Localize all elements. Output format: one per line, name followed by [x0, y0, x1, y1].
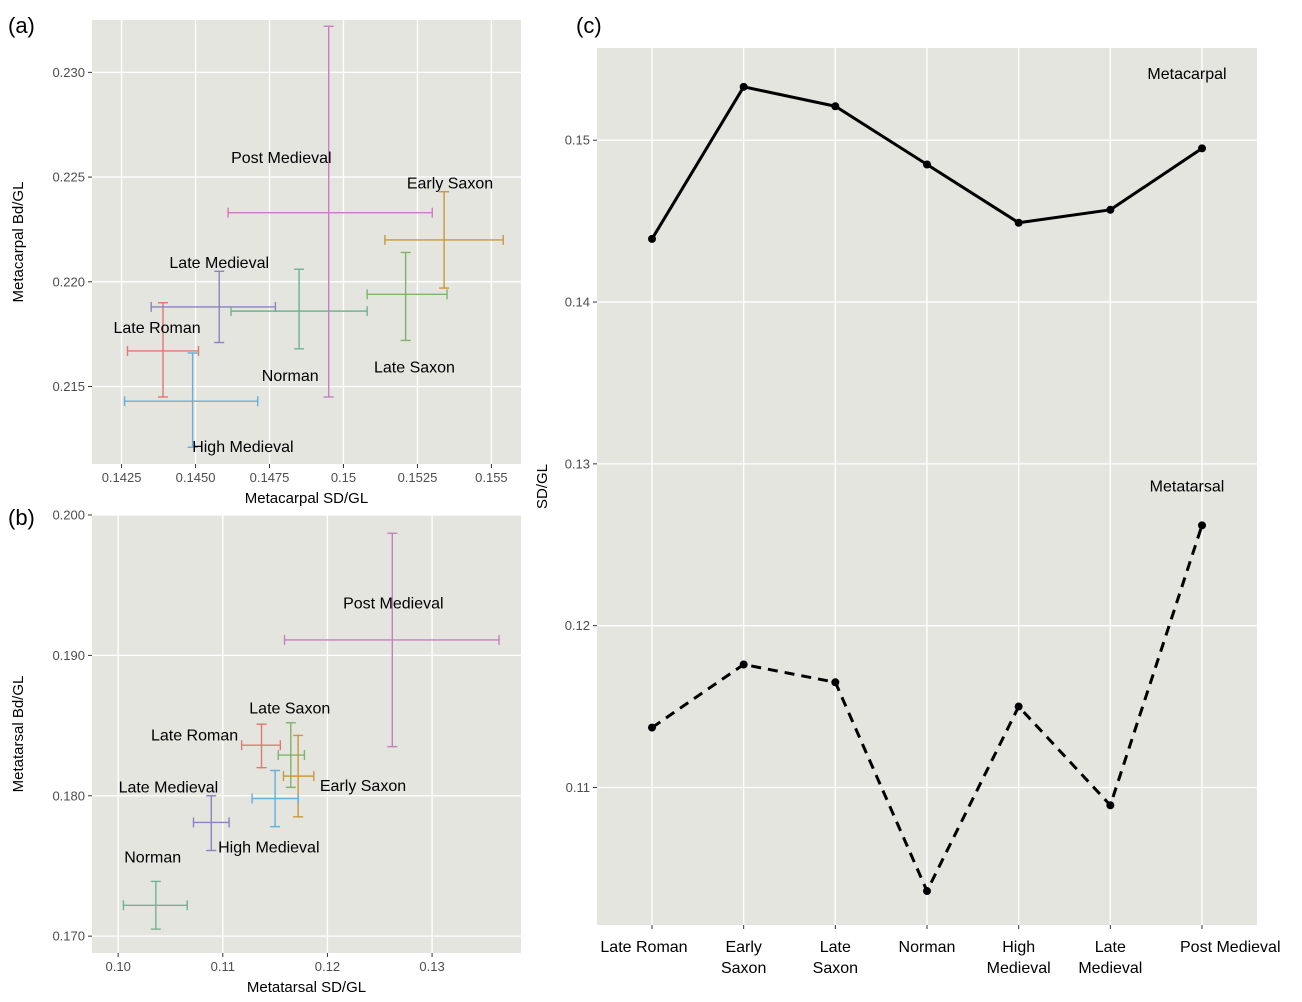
x-tick-label-early-saxon: Saxon — [721, 960, 766, 977]
y-tick-label: 0.170 — [52, 929, 85, 944]
errorbar-late-medieval — [192, 795, 230, 852]
x-tick-label-late-roman: Late Roman — [600, 939, 687, 956]
x-tick-label-high-medieval: Medieval — [987, 960, 1051, 977]
y-tick-label: 0.230 — [52, 65, 85, 80]
y-tick-label: 0.215 — [52, 379, 85, 394]
panel-a-tag: (a) — [8, 13, 35, 38]
panel-b-grid — [92, 514, 521, 953]
point-label-early-saxon: Early Saxon — [320, 778, 406, 795]
point-label-late-roman: Late Roman — [114, 320, 201, 337]
point-label-late-saxon: Late Saxon — [249, 701, 330, 718]
y-tick-label: 0.15 — [565, 133, 590, 148]
series-point-metatarsal — [1106, 801, 1115, 810]
series-point-metacarpal — [648, 234, 656, 243]
series-point-metatarsal — [923, 887, 931, 896]
panel-b-scatter: (b) Late Roman Late Saxon Early Saxon High … — [8, 505, 521, 996]
panel-a-marks: Late Roman High Medieval Late Medieval Norm… — [114, 25, 504, 456]
x-tick-label-norman: Norman — [899, 939, 956, 956]
errorbar-late-saxon — [366, 251, 448, 342]
panel-b-ticks: 0.10 0.11 0.12 0.13 0.170 0.180 0.190 0.200 — [52, 508, 444, 975]
panel-a-background — [92, 20, 521, 464]
point-label-post-medieval: Post Medieval — [343, 595, 444, 612]
y-tick-label: 0.13 — [565, 456, 590, 471]
series-point-metacarpal — [1106, 205, 1115, 214]
point-label-norman: Norman — [262, 368, 319, 385]
series-point-metatarsal — [831, 678, 840, 687]
x-tick-label-early-saxon: Early — [725, 939, 761, 956]
x-tick-label: 0.1525 — [398, 470, 438, 485]
point-label-late-medieval: Late Medieval — [119, 779, 219, 796]
point-label-late-roman: Late Roman — [151, 727, 238, 744]
point-label-high-medieval: High Medieval — [192, 439, 293, 456]
x-tick-label: 0.15 — [331, 470, 356, 485]
panel-a-ticks: 0.1425 0.1450 0.1475 0.15 0.1525 0.155 0.215 0.… — [52, 65, 507, 485]
panel-a-x-axis-label: Metacarpal SD/GL — [245, 490, 368, 507]
series-point-metatarsal — [1014, 702, 1023, 711]
panel-c-line-chart: (c) Metacarpal Metatarsal Late Roman Early… — [534, 13, 1281, 977]
y-tick-label: 0.190 — [52, 648, 85, 663]
series-point-metacarpal — [1014, 218, 1023, 227]
series-point-metatarsal — [739, 660, 748, 669]
panel-c-ticks: Late Roman Early Saxon Late Saxon Norman High M… — [565, 133, 1281, 977]
series-label-metacarpal: Metacarpal — [1147, 66, 1226, 83]
x-tick-label: 0.10 — [106, 959, 131, 974]
errorbar-early-saxon — [384, 191, 504, 289]
point-label-early-saxon: Early Saxon — [407, 175, 493, 192]
errorbar-late-roman — [126, 302, 200, 398]
errorbar-high-medieval — [123, 352, 259, 448]
x-tick-label-late-medieval: Late — [1095, 939, 1126, 956]
errorbar-post-medieval — [227, 25, 433, 398]
series-point-metacarpal — [831, 102, 840, 111]
panel-c-y-axis-label: SD/GL — [534, 464, 551, 509]
panel-b-background — [92, 515, 521, 953]
y-tick-label: 0.11 — [566, 780, 590, 795]
panel-a-y-axis-label: Metacarpal Bd/GL — [10, 182, 27, 303]
point-label-late-medieval: Late Medieval — [169, 255, 269, 272]
y-tick-label: 0.225 — [52, 170, 85, 185]
panel-b-marks: Late Roman Late Saxon Early Saxon High Medi… — [119, 532, 500, 930]
errorbar-late-roman — [240, 723, 282, 769]
panel-b-y-axis-label: Metatarsal Bd/GL — [10, 676, 27, 793]
point-label-high-medieval: High Medieval — [218, 840, 319, 857]
errorbar-high-medieval — [251, 769, 299, 828]
panel-b-x-axis-label: Metatarsal SD/GL — [247, 979, 366, 996]
panel-c-marks: Metacarpal Metatarsal — [648, 66, 1227, 896]
x-tick-label: 0.1450 — [176, 470, 216, 485]
x-tick-label-late-saxon: Late — [820, 939, 851, 956]
y-tick-label: 0.12 — [565, 618, 590, 633]
y-tick-label: 0.14 — [565, 295, 590, 310]
x-tick-label: 0.12 — [315, 959, 340, 974]
panel-a-scatter: (a) Late Roman High Medieval Late Medieval… — [8, 13, 521, 507]
panel-c-grid — [597, 48, 1257, 925]
x-tick-label-late-medieval: Medieval — [1078, 960, 1142, 977]
y-tick-label: 0.180 — [52, 788, 85, 803]
panel-b-tag: (b) — [8, 505, 35, 530]
series-point-metacarpal — [1198, 144, 1206, 153]
errorbar-norman — [122, 880, 188, 930]
x-tick-label-post-medieval: Post Medieval — [1180, 939, 1281, 956]
x-tick-label-high-medieval: High — [1002, 939, 1035, 956]
series-label-metatarsal: Metatarsal — [1150, 479, 1225, 496]
series-point-metacarpal — [923, 160, 931, 169]
x-tick-label: 0.11 — [211, 959, 235, 974]
series-point-metacarpal — [739, 82, 748, 91]
x-tick-label: 0.13 — [419, 959, 444, 974]
x-tick-label: 0.1425 — [102, 470, 142, 485]
point-label-norman: Norman — [124, 850, 181, 867]
series-point-metatarsal — [1198, 521, 1206, 530]
series-point-metatarsal — [648, 723, 656, 732]
errorbar-post-medieval — [283, 532, 500, 748]
errorbar-norman — [230, 268, 368, 350]
panel-c-tag: (c) — [576, 13, 602, 38]
x-tick-label: 0.1475 — [250, 470, 290, 485]
x-tick-label-late-saxon: Saxon — [813, 960, 858, 977]
point-label-post-medieval: Post Medieval — [231, 150, 332, 167]
point-label-late-saxon: Late Saxon — [374, 360, 455, 377]
x-tick-label: 0.155 — [475, 470, 508, 485]
y-tick-label: 0.220 — [52, 274, 85, 289]
errorbar-late-medieval — [150, 270, 277, 344]
y-tick-label: 0.200 — [52, 508, 85, 523]
